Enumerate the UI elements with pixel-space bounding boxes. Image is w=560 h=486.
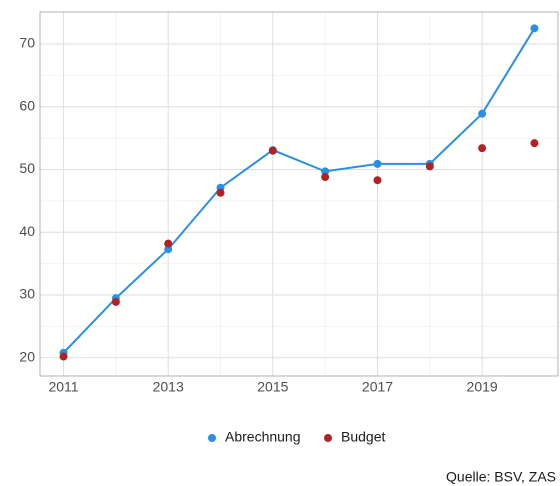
- x-tick-label: 2017: [362, 379, 393, 395]
- series-line: [62, 27, 536, 354]
- point: [478, 144, 487, 153]
- point: [111, 297, 120, 306]
- panel-border: [39, 11, 559, 377]
- point: [216, 188, 225, 197]
- legend-label: Abrechnung: [225, 429, 301, 445]
- legend-marker: [208, 434, 216, 442]
- point: [530, 139, 539, 148]
- point: [164, 245, 173, 254]
- y-tick-label: 20: [19, 349, 35, 365]
- point: [478, 109, 487, 118]
- point: [373, 176, 382, 185]
- x-tick-label: 2011: [48, 379, 78, 395]
- point: [425, 162, 434, 171]
- y-tick-label: 70: [19, 35, 35, 51]
- legend-marker: [324, 434, 332, 442]
- point: [59, 352, 68, 361]
- point: [321, 173, 330, 182]
- caption: Quelle: BSV, ZAS: [446, 469, 556, 485]
- x-tick-label: 2015: [257, 379, 288, 395]
- marks: [59, 24, 539, 361]
- y-tick-label: 50: [19, 160, 35, 176]
- point: [530, 24, 539, 33]
- point: [268, 146, 277, 155]
- legend-label: Budget: [341, 429, 385, 445]
- point: [321, 167, 330, 176]
- x-tick-label: 2013: [153, 379, 184, 395]
- x-tick-label: 2019: [467, 379, 498, 395]
- point: [164, 239, 173, 248]
- y-tick-label: 30: [19, 286, 35, 302]
- y-tick-label: 60: [19, 97, 35, 113]
- grid: [40, 12, 558, 376]
- y-tick-label: 40: [19, 223, 35, 239]
- point: [373, 159, 382, 168]
